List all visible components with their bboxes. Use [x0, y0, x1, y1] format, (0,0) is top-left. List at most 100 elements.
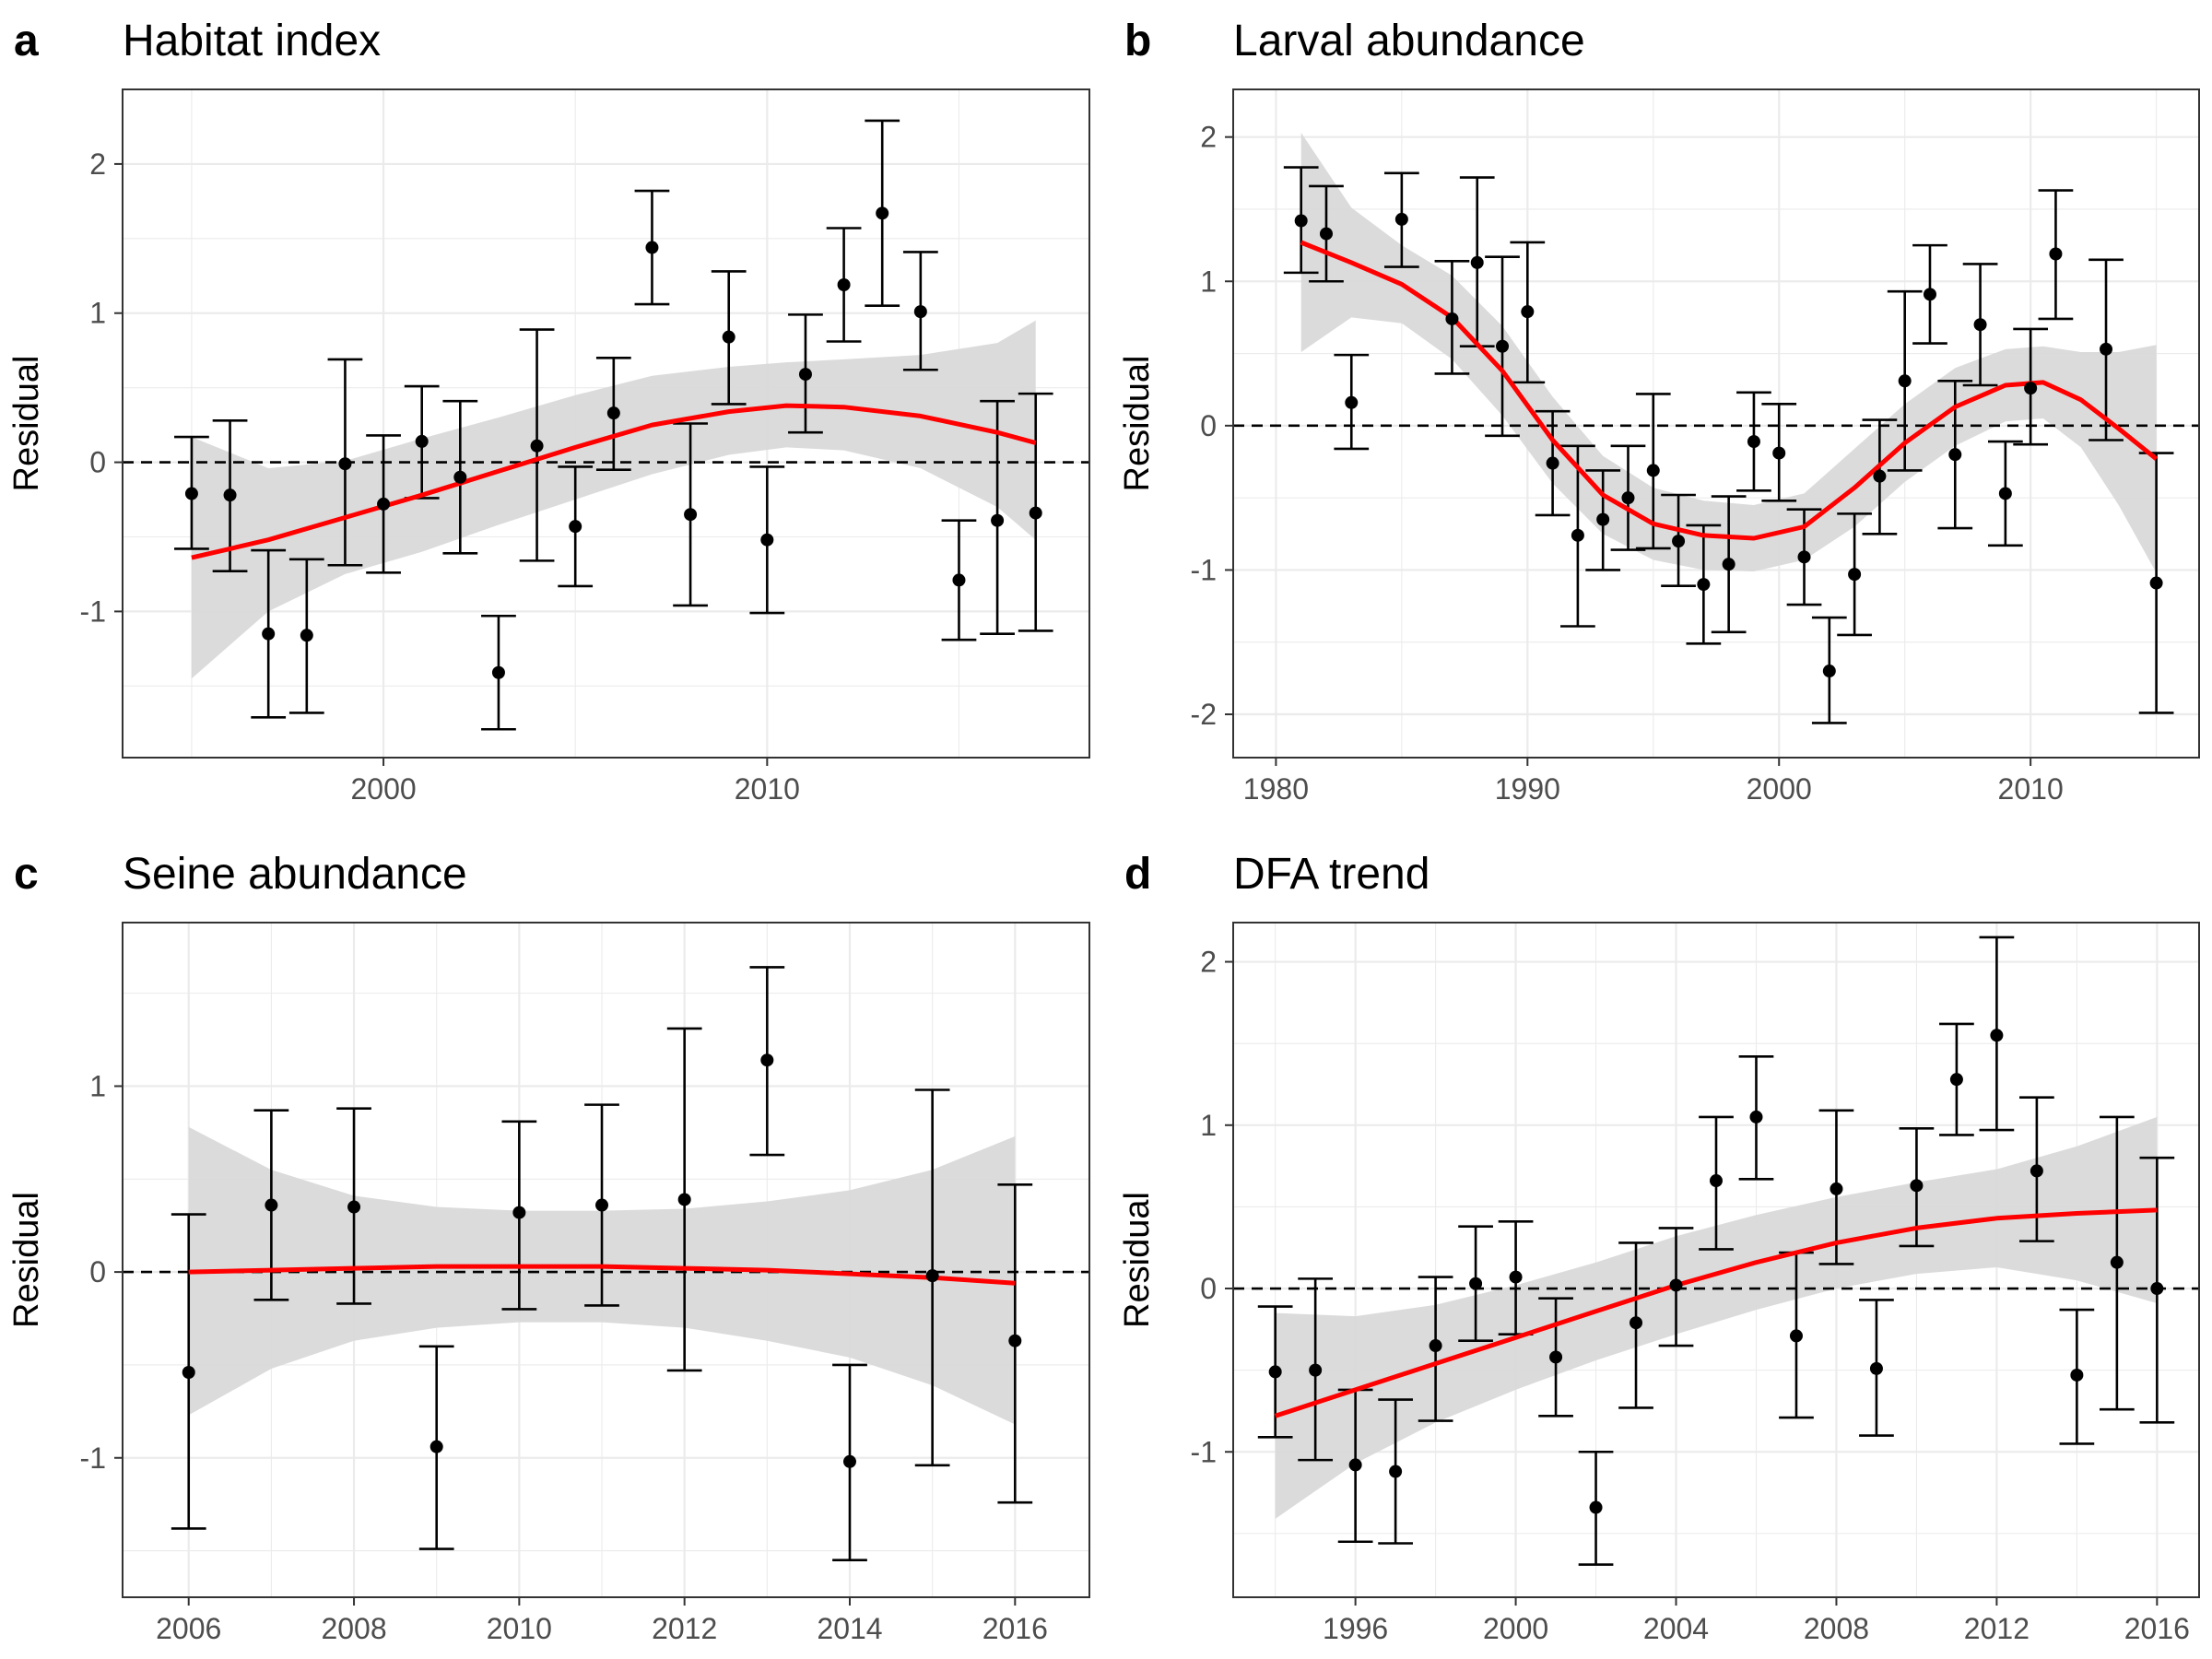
data-point [1294, 214, 1308, 228]
data-point [1319, 227, 1333, 241]
trend-line [1274, 1207, 2158, 1418]
y-tick-label: 2 [1200, 121, 1217, 154]
data-point [2024, 382, 2038, 395]
data-point [1998, 487, 2012, 500]
data-point [491, 665, 505, 679]
x-tick-label: 2010 [735, 772, 800, 806]
y-axis-title: Residual [1118, 356, 1157, 492]
data-point [1309, 1363, 1323, 1377]
data-point [1697, 578, 1711, 592]
data-point [1469, 1277, 1483, 1290]
data-point [684, 508, 698, 522]
data-point [1571, 528, 1584, 542]
data-point [677, 1193, 691, 1206]
data-point [2049, 247, 2063, 261]
data-point [1910, 1179, 1924, 1193]
data-point [837, 277, 851, 291]
data-point [1822, 665, 1836, 678]
x-tick-label: 2006 [156, 1612, 221, 1645]
data-point [722, 330, 735, 344]
panel-letter: b [1124, 17, 1151, 65]
data-point [338, 457, 352, 471]
data-point [184, 487, 198, 500]
x-tick-label: 1996 [1323, 1612, 1388, 1645]
data-point [1029, 506, 1042, 520]
data-point [1948, 448, 1962, 462]
panel-d: 1996 2000 2004 2008 2012 2016 -1 0 1 2 Residual d DF… [1118, 850, 2200, 1645]
data-point [265, 1198, 278, 1212]
data-point [377, 497, 391, 511]
y-axis-title: Residual [7, 1192, 46, 1328]
panel-a: 2000 2010 -1 0 1 2 Residual a Habitat index [7, 17, 1090, 806]
y-tick-label: 0 [1200, 409, 1217, 442]
data-point [952, 573, 966, 587]
y-tick-label: 0 [89, 446, 106, 479]
data-point [512, 1206, 526, 1219]
data-point [876, 206, 889, 220]
data-point [645, 241, 659, 254]
panel-letter: c [14, 850, 39, 899]
x-tick-label: 2000 [1483, 1612, 1548, 1645]
data-point [1869, 1361, 1883, 1375]
data-point [2100, 342, 2113, 356]
data-point [1797, 550, 1811, 564]
panel-letter: d [1124, 850, 1151, 899]
y-tick-label: -1 [80, 594, 106, 628]
confidence-band [1275, 1116, 2158, 1519]
y-tick-label: 1 [89, 1069, 106, 1102]
data-point [300, 629, 313, 642]
data-point [606, 406, 620, 420]
data-point [1596, 512, 1610, 526]
data-point [1710, 1174, 1723, 1188]
data-point [1923, 288, 1936, 301]
panel-b: 1980 1990 2000 2010 -2 -1 0 1 2 Residual b Larval a… [1118, 17, 2200, 806]
x-tick-label: 2012 [652, 1612, 717, 1645]
data-point [2070, 1368, 2084, 1382]
data-point [1521, 305, 1535, 319]
data-point [1621, 491, 1635, 505]
confidence-band [191, 320, 1036, 679]
data-point [1394, 212, 1408, 226]
data-point [1345, 395, 1359, 409]
data-point [1389, 1465, 1403, 1478]
data-point [429, 1440, 443, 1453]
data-point [1445, 312, 1459, 325]
y-tick-label: 1 [1200, 265, 1217, 298]
data-point [1268, 1365, 1282, 1379]
data-point [1470, 255, 1484, 269]
data-point [1646, 464, 1660, 477]
x-tick-label: 2016 [2124, 1612, 2190, 1645]
panel-title: Habitat index [123, 17, 381, 65]
x-tick-label: 2016 [982, 1612, 1048, 1645]
data-point [1496, 339, 1510, 353]
panel-border [1232, 922, 2200, 1598]
data-point [1589, 1500, 1603, 1514]
data-point [182, 1366, 195, 1379]
data-point [842, 1454, 856, 1468]
data-point [1747, 435, 1760, 449]
data-point [1789, 1329, 1803, 1343]
x-tick-label: 1980 [1243, 772, 1309, 806]
data-point [415, 434, 429, 448]
panel-border [122, 88, 1090, 759]
panel-c: 2006 2008 2010 2012 2014 2016 -1 0 1 Residual c Sei… [7, 850, 1090, 1645]
data-point [1630, 1316, 1643, 1330]
data-point [2030, 1164, 2043, 1178]
data-point [1973, 318, 1987, 332]
x-tick-label: 2008 [321, 1612, 386, 1645]
data-point [1509, 1270, 1523, 1284]
data-point [1898, 374, 1912, 388]
data-point [223, 488, 237, 502]
panel-title: Seine abundance [123, 850, 467, 899]
data-point [925, 1269, 939, 1283]
panel-border [1232, 88, 2200, 759]
x-tick-label: 2012 [1964, 1612, 2030, 1645]
data-point [1429, 1339, 1442, 1353]
data-point [1873, 469, 1887, 483]
y-axis-title: Residual [7, 356, 46, 492]
data-point [760, 533, 774, 547]
data-point [1669, 1278, 1683, 1292]
data-point [2150, 1282, 2164, 1296]
data-point [1772, 446, 1786, 460]
